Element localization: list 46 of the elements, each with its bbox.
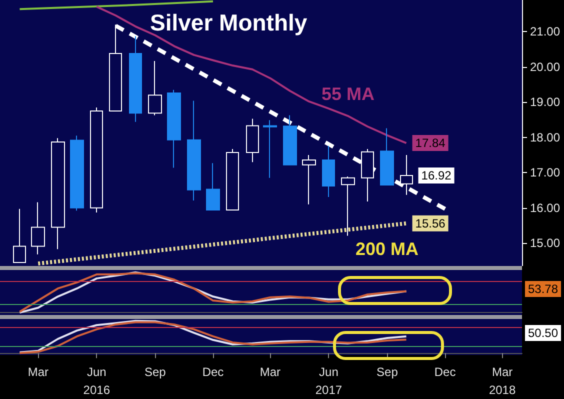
candlestick bbox=[148, 60, 162, 116]
candlestick bbox=[283, 114, 297, 166]
candlestick bbox=[246, 118, 259, 163]
candlestick bbox=[187, 100, 201, 201]
x-tick-label: Dec bbox=[202, 365, 224, 379]
x-tick-label: Sep bbox=[376, 365, 398, 379]
x-tick-label: Sep bbox=[144, 365, 166, 379]
candlestick bbox=[31, 202, 45, 255]
y-tick-label: 17.00 bbox=[530, 166, 560, 180]
candlestick bbox=[206, 162, 220, 210]
x-tick-label: Mar bbox=[260, 365, 281, 379]
x-tick-label: Dec bbox=[434, 365, 456, 379]
candlestick bbox=[226, 148, 239, 210]
candlestick bbox=[51, 138, 65, 250]
y-tick-label: 15.00 bbox=[530, 236, 560, 250]
data-label: 15.56 bbox=[415, 216, 446, 230]
x-tick-label: Mar 2018 bbox=[488, 365, 516, 397]
annotation: 55 MA bbox=[321, 84, 375, 104]
y-tick-label: 20.00 bbox=[530, 60, 560, 74]
chart-title: Silver Monthly bbox=[150, 10, 308, 36]
candlestick bbox=[302, 154, 316, 205]
text: 50.50 bbox=[528, 326, 558, 340]
candlestick bbox=[13, 208, 26, 263]
candlestick bbox=[322, 145, 335, 198]
candlestick bbox=[380, 128, 394, 186]
line-series bbox=[18, 0, 214, 10]
candlestick bbox=[70, 135, 84, 212]
x-tick-label: Mar bbox=[28, 365, 48, 379]
y-tick-label: 18.00 bbox=[530, 130, 560, 144]
text: 53.78 bbox=[528, 282, 558, 296]
y-tick-label: 16.00 bbox=[530, 200, 560, 215]
line-series bbox=[96, 6, 408, 144]
candlestick bbox=[400, 154, 413, 196]
candlestick bbox=[361, 148, 374, 202]
x-tick-label: Jun 2017 bbox=[315, 365, 342, 397]
y-tick-label: 19.00 bbox=[530, 95, 560, 110]
candlestick bbox=[341, 176, 355, 236]
y-tick-label: 21.00 bbox=[530, 24, 560, 39]
candlestick bbox=[129, 36, 142, 122]
annotation: 200 MA bbox=[355, 239, 419, 259]
candlestick bbox=[167, 89, 181, 168]
candlestick bbox=[90, 106, 103, 213]
data-label: 17.84 bbox=[415, 136, 446, 150]
text: 16.92 bbox=[421, 168, 452, 182]
x-tick-label: Jun 2016 bbox=[83, 365, 110, 397]
candlestick bbox=[263, 120, 277, 178]
